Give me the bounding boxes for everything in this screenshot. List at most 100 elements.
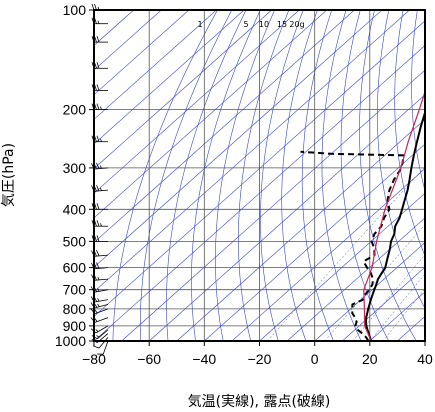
x-tick-label: −40 — [192, 351, 216, 367]
mixing-ratio-labels: 1 5 10 15 20g — [197, 20, 304, 29]
wind-barb-half-feather — [100, 138, 102, 142]
isotherm-line — [94, 10, 217, 120]
wind-barb-half-feather — [100, 106, 102, 110]
dry-adiabat-line — [359, 10, 417, 341]
wind-barb-half-feather — [96, 335, 100, 338]
wind-barb-half-feather — [95, 329, 99, 332]
wind-barb-feather — [92, 345, 100, 349]
isotherm-line — [94, 10, 410, 293]
mixing-ratio-label: 10 — [259, 20, 269, 29]
wind-barb-feather — [96, 220, 100, 227]
dry-adiabat-line — [321, 10, 362, 341]
wind-barb — [92, 337, 109, 349]
wind-barb-feather — [96, 203, 100, 210]
isotherm-line — [94, 10, 190, 96]
wind-barb-half-feather — [97, 288, 100, 292]
y-tick-label: 900 — [63, 318, 87, 334]
wind-barb-half-feather — [97, 298, 100, 302]
wind-barb-feather — [96, 184, 100, 192]
y-tick-label: 700 — [63, 282, 87, 298]
isotherm-line — [149, 94, 425, 341]
x-tick-label: 0 — [311, 351, 319, 367]
dry-adiabat-line — [215, 10, 275, 341]
wind-barb-feather — [96, 262, 100, 269]
y-tick-label: 500 — [63, 233, 87, 249]
wind-barb-feather — [96, 162, 100, 169]
y-axis-title: 気圧(hPa) — [1, 143, 17, 207]
isotherm-lines — [94, 10, 425, 341]
isotherm-line — [342, 266, 425, 341]
dry-adiabat-line — [139, 10, 233, 341]
x-tick-label: −80 — [82, 351, 106, 367]
mixing-ratio-label: 1 — [197, 20, 202, 29]
wind-barb-staff — [102, 340, 109, 355]
dry-adiabat-line — [340, 10, 389, 341]
wind-barb-feather — [96, 235, 100, 242]
isotherm-line — [231, 168, 425, 341]
x-axis-ticks: −80 −60 −40 −20 0 20 40 — [82, 341, 433, 367]
wind-barb-staff — [95, 325, 109, 334]
mixing-ratio-line — [324, 224, 425, 341]
parcel-line — [363, 89, 425, 341]
isotherm-line — [94, 45, 425, 341]
y-tick-label: 400 — [63, 201, 87, 217]
x-tick-label: 40 — [417, 351, 433, 367]
wind-barb — [90, 286, 109, 293]
wind-barb-feather — [96, 35, 100, 43]
dry-adiabat-line — [281, 10, 318, 341]
wind-barb-half-feather — [97, 303, 100, 307]
wind-barb-staff — [98, 337, 109, 349]
isotherm-line — [286, 217, 425, 341]
isotherm-line — [424, 340, 425, 341]
wind-barb-half-feather — [99, 165, 102, 169]
y-tick-label: 100 — [63, 2, 87, 18]
dewpoint-line — [300, 150, 405, 341]
isotherm-line — [121, 69, 425, 341]
wind-barb — [96, 340, 109, 355]
wind-barb-half-feather — [100, 223, 102, 227]
dry-adiabat-line — [166, 10, 247, 341]
isotherm-line — [176, 118, 425, 341]
wind-barb-feather — [96, 135, 100, 142]
dry-adiabat-line — [428, 10, 435, 341]
isotherm-line — [94, 20, 425, 317]
isotherm-line — [94, 10, 383, 268]
dry-adiabat-lines — [112, 10, 435, 341]
isotherm-line — [259, 192, 425, 341]
mixing-ratio-label: 15 — [277, 20, 287, 29]
isotherm-line — [94, 10, 327, 219]
mixing-ratio-label: 20g — [289, 20, 304, 29]
dry-adiabat-line — [112, 10, 218, 341]
wind-barb-feather — [96, 84, 100, 91]
isotherm-line — [94, 10, 162, 71]
x-axis-title: 気温(実線), 露点(破線) — [188, 394, 331, 410]
mixing-ratio-line — [382, 288, 425, 341]
x-tick-label: 20 — [362, 351, 378, 367]
dry-adiabat-line — [238, 10, 290, 341]
y-tick-label: 800 — [63, 301, 87, 317]
x-tick-label: −20 — [248, 351, 272, 367]
dry-adiabat-line — [260, 10, 304, 341]
isotherm-line — [204, 143, 425, 341]
x-tick-label: −60 — [137, 351, 161, 367]
isotherm-line — [94, 10, 245, 145]
sounding-series — [300, 89, 425, 341]
wind-barb-half-feather — [99, 187, 102, 191]
wind-barb — [91, 249, 109, 257]
y-tick-label: 1000 — [55, 333, 86, 349]
mixing-ratio-lines — [267, 166, 425, 341]
mixing-ratio-label: 5 — [243, 20, 248, 29]
temperature-line — [365, 109, 425, 341]
wind-barb — [91, 162, 109, 170]
dry-adiabat-line — [301, 10, 334, 341]
y-tick-label: 300 — [63, 160, 87, 176]
dry-adiabat-line — [191, 10, 261, 341]
isotherm-line — [94, 10, 355, 243]
dry-adiabat-line — [411, 10, 425, 192]
wind-barb-half-feather — [97, 20, 100, 24]
wind-barb-feather — [96, 249, 100, 256]
dry-adiabat-line — [377, 10, 425, 310]
